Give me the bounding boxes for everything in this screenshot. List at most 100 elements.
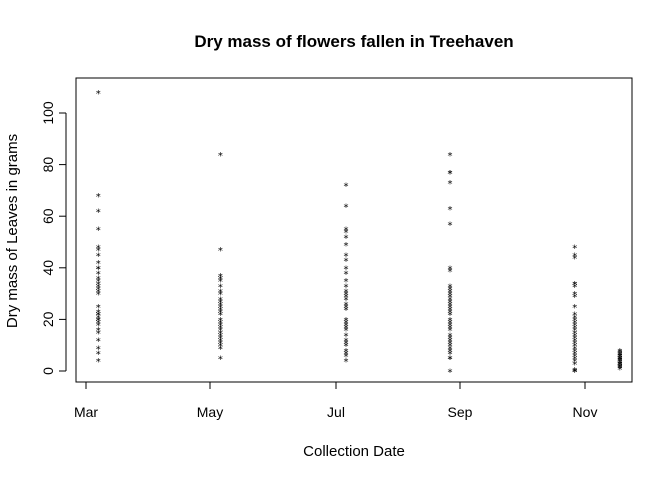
data-point: * xyxy=(448,368,453,379)
data-point: * xyxy=(218,303,223,314)
data-point: * xyxy=(572,244,577,255)
data-point: * xyxy=(218,344,223,355)
data-point: * xyxy=(218,282,223,293)
data-point: * xyxy=(218,316,223,327)
y-tick-label: 0 xyxy=(40,367,56,375)
data-point: * xyxy=(572,342,577,353)
data-point: * xyxy=(617,362,622,373)
y-tick-label: 20 xyxy=(40,311,56,327)
data-point: * xyxy=(344,342,349,353)
data-point: * xyxy=(572,280,577,291)
data-point: * xyxy=(96,89,101,100)
data-point: * xyxy=(96,288,101,299)
data-point: * xyxy=(344,349,349,360)
data-point: * xyxy=(617,357,622,368)
data-point: * xyxy=(617,362,622,373)
data-point: * xyxy=(572,366,577,377)
data-point: * xyxy=(218,272,223,283)
x-axis: Mar May Jul Sep Nov xyxy=(74,381,597,420)
data-point: * xyxy=(448,308,453,319)
data-point: * xyxy=(96,208,101,219)
data-point: * xyxy=(448,290,453,301)
data-point: * xyxy=(218,288,223,299)
data-point: * xyxy=(96,277,101,288)
data-point: * xyxy=(448,318,453,329)
data-point: * xyxy=(218,342,223,353)
data-point: * xyxy=(218,300,223,311)
data-point: * xyxy=(96,269,101,280)
data-point: * xyxy=(572,329,577,340)
data-point: * xyxy=(218,298,223,309)
x-axis-label: Collection Date xyxy=(303,443,405,460)
data-point: * xyxy=(617,365,622,376)
data-point: * xyxy=(617,353,622,364)
data-point: * xyxy=(344,316,349,327)
data-point: * xyxy=(448,169,453,180)
data-point: * xyxy=(96,316,101,327)
data-point: * xyxy=(344,326,349,337)
data-point: * xyxy=(617,356,622,367)
data-point: * xyxy=(344,251,349,262)
data-point: * xyxy=(448,169,453,180)
data-point: * xyxy=(96,285,101,296)
data-point: * xyxy=(572,355,577,366)
data-point: * xyxy=(218,275,223,286)
data-point: * xyxy=(218,339,223,350)
y-axis-label: Dry mass of Leaves in grams xyxy=(4,134,21,328)
data-point: * xyxy=(96,282,101,293)
data-point: * xyxy=(96,259,101,270)
data-point: * xyxy=(344,228,349,239)
data-point: * xyxy=(96,313,101,324)
data-point: * xyxy=(572,316,577,327)
data-point: * xyxy=(344,306,349,317)
data-point: * xyxy=(96,318,101,329)
data-point: * xyxy=(344,226,349,237)
data-point: * xyxy=(572,313,577,324)
data-point: * xyxy=(617,360,622,371)
data-point: * xyxy=(218,295,223,306)
data-point: * xyxy=(96,303,101,314)
data-point: * xyxy=(448,300,453,311)
data-point: * xyxy=(572,357,577,368)
data-point: * xyxy=(572,368,577,379)
plot-frame xyxy=(75,77,633,383)
data-point: * xyxy=(572,280,577,291)
data-point: * xyxy=(448,331,453,342)
data-point: * xyxy=(344,182,349,193)
data-point: * xyxy=(448,321,453,332)
data-point: * xyxy=(344,339,349,350)
data-point: * xyxy=(617,355,622,366)
data-point: * xyxy=(572,321,577,332)
data-point: * xyxy=(448,303,453,314)
data-point: * xyxy=(218,329,223,340)
data-point: * xyxy=(448,334,453,345)
data-point: * xyxy=(617,355,622,366)
data-point: * xyxy=(448,285,453,296)
data-point: * xyxy=(617,360,622,371)
data-point: * xyxy=(617,358,622,369)
x-tick-label: Jul xyxy=(327,404,345,420)
data-point: * xyxy=(617,361,622,372)
data-point: * xyxy=(344,293,349,304)
data-points: ****************************************… xyxy=(96,89,623,379)
data-point: * xyxy=(617,352,622,363)
data-point: * xyxy=(96,349,101,360)
data-point: * xyxy=(344,295,349,306)
data-point: * xyxy=(617,349,622,360)
data-point: * xyxy=(344,347,349,358)
data-point: * xyxy=(344,282,349,293)
data-point: * xyxy=(218,334,223,345)
data-point: * xyxy=(572,254,577,265)
data-point: * xyxy=(448,295,453,306)
data-point: * xyxy=(572,352,577,363)
data-point: * xyxy=(218,326,223,337)
data-point: * xyxy=(218,321,223,332)
data-point: * xyxy=(572,290,577,301)
data-point: * xyxy=(344,331,349,342)
data-point: * xyxy=(96,311,101,322)
data-point: * xyxy=(96,337,101,348)
data-point: * xyxy=(572,344,577,355)
data-point: * xyxy=(344,288,349,299)
data-point: * xyxy=(96,311,101,322)
data-point: * xyxy=(572,251,577,262)
